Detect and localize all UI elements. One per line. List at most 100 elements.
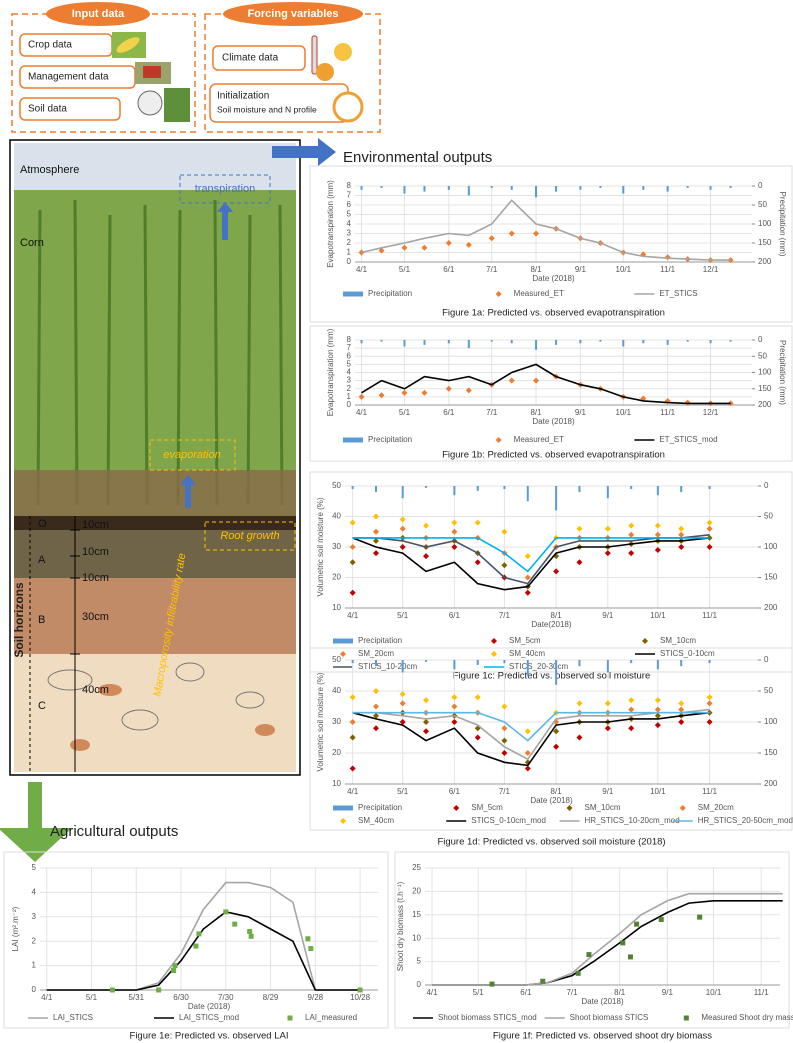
data-point [474,559,481,566]
precip-bar [686,186,689,188]
data-point [232,921,238,927]
data-point [654,522,661,529]
precip-bar [622,186,625,194]
data-point [423,719,430,725]
data-point [654,547,661,554]
precip-bar [708,486,711,490]
data-point [524,553,531,560]
data-point [654,706,661,713]
data-point [654,722,661,729]
data-point [474,734,481,741]
precip-bar [680,660,683,667]
stopwatch-icon [332,91,364,123]
data-point [421,244,428,251]
data-point [627,954,633,960]
y-axis-label: LAI (m².m⁻²) [11,906,20,951]
depth-label: 30cm [82,611,109,623]
y-tick-label: 10 [412,933,421,942]
y-tick-label: 50 [332,655,341,664]
legend-label: LAI_STICS_mod [179,1013,239,1022]
transpiration-label: transpiration [195,183,256,195]
data-point [474,519,481,526]
x-tick-label: 9/1 [575,265,587,274]
root-box [204,521,296,551]
data-point [576,525,583,532]
data-point [628,706,635,713]
y-tick-label: 5 [347,359,352,368]
y-tick-label: 1 [347,392,352,401]
precip-bar [555,660,558,685]
chart-caption: Figure 1d: Predicted vs. observed soil m… [437,837,665,848]
data-point [501,703,508,710]
y-tick-label: 20 [332,573,341,582]
legend-swatch [453,805,460,811]
data-point [451,719,458,725]
x-tick-label: 7/30 [218,993,234,1002]
y2-tick-label: 150 [758,238,772,247]
x-tick-label: 7/1 [499,611,511,620]
y-tick-label: 1 [347,248,352,257]
arrow [217,202,233,240]
legend-label: STICS_0-10cm [660,649,715,658]
chart-frame [3,851,389,1029]
precip-bar [729,186,732,188]
x-tick-label: 8/1 [530,408,542,417]
data-point [349,519,356,526]
y2-tick-label: 50 [764,512,773,521]
legend-label: STICS_0-10cm_mod [471,816,546,825]
y-tick-label: 3 [347,376,352,385]
data-point [223,909,229,915]
y-tick-label: 0 [347,400,352,409]
series-line [46,881,361,991]
y-axis-label: Shoot dry biomass (t.h⁻¹) [396,881,405,971]
init-subtitle: Soil moisture and N profile [217,104,317,114]
precip-bar [599,340,602,342]
data-point [248,933,254,939]
data-point [399,700,406,707]
plant-icon [164,88,190,122]
data-point [399,691,406,698]
legend-label: STICS_10-20cm [358,662,417,671]
precip-bar [467,340,470,349]
x-axis-label: Date (2018) [530,796,573,805]
precip-bar [490,340,493,342]
input-item: Soil data [28,104,67,115]
precip-bar [579,340,582,344]
item-box [19,97,121,121]
y2-tick-label: 150 [764,573,778,582]
arrow [180,475,196,508]
y-tick-label: 10 [332,779,341,788]
data-point [524,750,531,756]
precip-bar [510,340,513,344]
data-point [423,522,430,529]
x-tick-label: 6/30 [173,993,189,1002]
x-tick-label: 9/1 [602,787,614,796]
data-point [193,943,199,949]
y2-tick-label: 100 [764,717,778,726]
y-tick-label: 0 [347,257,352,266]
input-item: Management data [28,72,109,83]
data-point [109,987,115,993]
root-growth-label: Root growth [220,530,279,542]
precip-bar [374,660,377,667]
y2-tick-label: 0 [764,655,769,664]
series-line [352,537,710,573]
data-point [357,987,363,993]
legend-swatch [333,638,353,644]
data-point [349,694,356,701]
data-point [524,728,531,735]
data-point [533,230,540,237]
precip-bar [642,340,645,344]
chart-caption: Figure 1e: Predicted vs. observed LAI [130,1031,289,1042]
x-tick-label: 4/1 [347,787,359,796]
x-tick-label: 7/1 [486,408,498,417]
precip-bar [403,340,406,347]
legend-swatch [491,651,497,657]
data-point [508,377,515,384]
legend-swatch [679,805,686,811]
x-tick-label: 6/1 [520,988,532,997]
y2-tick-label: 150 [758,384,772,393]
data-point [489,981,495,987]
soil-horizons-label: Soil horizons [12,582,26,658]
y2-tick-label: 0 [758,181,763,190]
